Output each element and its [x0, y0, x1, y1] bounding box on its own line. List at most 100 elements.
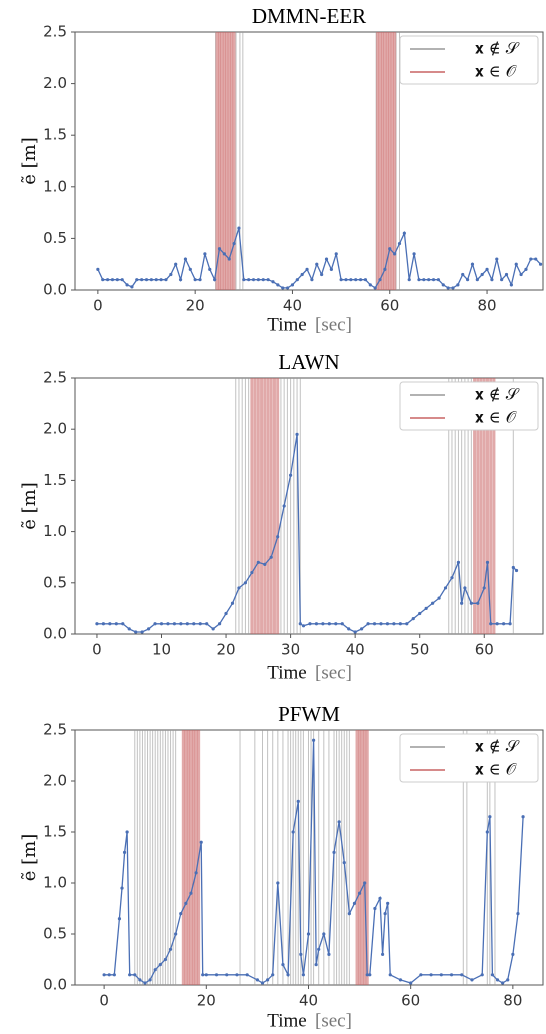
error-point: [149, 278, 153, 282]
error-point: [184, 901, 188, 906]
error-point: [194, 871, 198, 875]
error-point: [120, 278, 124, 282]
y-tick-label: 0.0: [43, 625, 67, 643]
error-point: [281, 286, 285, 290]
error-point: [217, 247, 222, 251]
y-axis-label: ẽ [m]: [19, 482, 40, 530]
error-point: [243, 581, 248, 585]
error-point: [405, 622, 409, 626]
error-point: [135, 278, 139, 282]
error-point: [324, 257, 329, 261]
y-tick-label: 2.0: [43, 772, 67, 790]
error-point: [437, 596, 441, 600]
error-point: [342, 861, 346, 865]
error-point: [409, 981, 413, 985]
error-point: [357, 891, 362, 895]
error-point: [439, 973, 443, 977]
error-point: [163, 957, 168, 962]
error-point: [198, 622, 202, 626]
x-tick-label: 0: [93, 297, 103, 315]
error-point: [306, 932, 311, 936]
error-point: [460, 973, 464, 977]
error-point: [276, 881, 280, 885]
error-point: [322, 932, 326, 936]
error-point: [217, 622, 222, 626]
error-point: [353, 630, 357, 634]
error-point: [373, 906, 377, 911]
error-point: [385, 622, 390, 626]
error-point: [296, 799, 300, 804]
error-point: [291, 830, 295, 834]
error-point: [504, 272, 509, 277]
error-point: [446, 286, 450, 290]
y-tick-label: 2.5: [43, 23, 67, 41]
error-point: [538, 262, 543, 266]
error-point: [321, 622, 325, 626]
error-point: [125, 830, 129, 834]
legend-label: 𝐱 ∈ 𝒪: [475, 408, 517, 427]
x-tick-label: 40: [283, 297, 302, 315]
error-point: [158, 963, 162, 967]
error-point: [310, 278, 314, 282]
y-tick-label: 0.5: [43, 229, 67, 247]
error-point: [388, 247, 392, 251]
x-tick-label: 0: [99, 992, 109, 1010]
error-point: [237, 586, 241, 590]
error-point: [204, 973, 208, 977]
error-point: [490, 278, 494, 282]
error-point: [311, 738, 316, 742]
error-point: [179, 912, 183, 916]
legend-label: 𝐱 ∈ 𝒪: [475, 760, 517, 779]
error-point: [266, 978, 270, 982]
error-point: [519, 272, 523, 277]
error-point: [174, 262, 178, 266]
error-point: [121, 622, 125, 626]
error-point: [222, 252, 226, 256]
error-point: [276, 283, 280, 287]
error-point: [427, 278, 431, 282]
error-point: [295, 278, 299, 282]
y-tick-label: 1.0: [43, 874, 67, 892]
error-point: [110, 278, 115, 282]
error-point: [495, 622, 499, 626]
error-point: [488, 815, 492, 819]
error-point: [290, 283, 295, 287]
error-point: [178, 278, 183, 282]
error-point: [352, 901, 357, 906]
error-point: [256, 278, 261, 282]
error-point: [469, 601, 473, 605]
error-point: [179, 622, 183, 626]
error-point: [261, 278, 265, 282]
error-point: [363, 881, 367, 885]
error-point: [524, 267, 528, 271]
error-point: [213, 278, 217, 282]
x-tick-label: 60: [401, 992, 420, 1010]
error-point: [133, 973, 137, 977]
error-point: [419, 973, 423, 977]
error-point: [134, 630, 138, 634]
error-point: [407, 278, 411, 282]
error-point: [412, 252, 416, 256]
y-tick-label: 1.5: [43, 126, 67, 144]
error-point: [201, 973, 205, 977]
error-point: [300, 272, 304, 277]
x-tick-label: 20: [217, 641, 236, 659]
y-axis-label: ẽ [m]: [19, 137, 40, 185]
error-point: [115, 278, 119, 282]
error-point: [130, 285, 134, 289]
error-point: [383, 912, 387, 916]
error-point: [148, 978, 152, 982]
error-point: [482, 586, 486, 590]
error-point: [193, 278, 197, 282]
x-tick-label: 60: [475, 641, 494, 659]
error-point: [281, 963, 285, 967]
error-point: [476, 601, 480, 605]
error-point: [516, 912, 520, 916]
error-point: [485, 560, 490, 564]
error-point: [489, 622, 493, 626]
error-point: [495, 257, 499, 261]
error-point: [251, 278, 256, 282]
error-point: [397, 241, 402, 246]
error-point: [247, 278, 251, 282]
error-point: [378, 278, 382, 282]
